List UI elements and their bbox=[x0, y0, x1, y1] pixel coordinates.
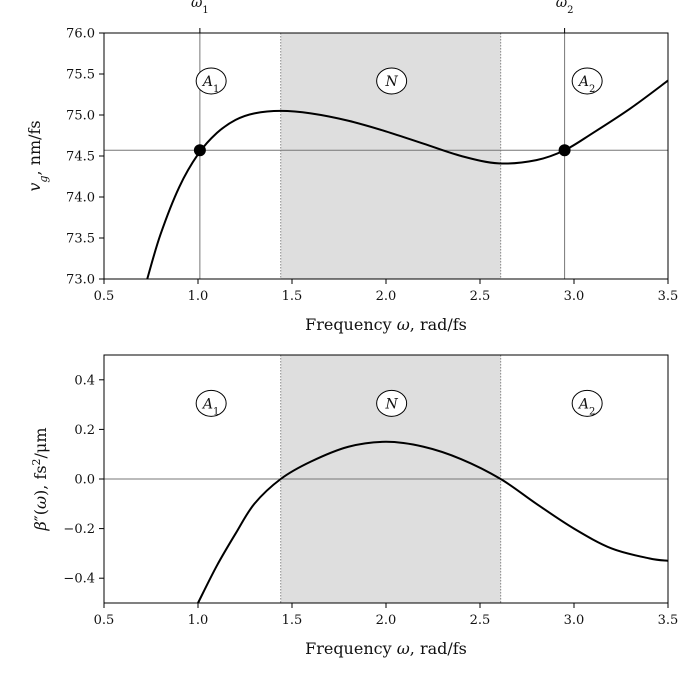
panel-1-xtick-label: 2.5 bbox=[470, 289, 491, 304]
panel-1-ytick-label: 75.5 bbox=[66, 68, 95, 83]
panel-1-xtick-label: 3.5 bbox=[658, 289, 679, 304]
panel-2-xtick-label: 3.5 bbox=[658, 613, 679, 628]
intersection-point-2 bbox=[558, 144, 571, 157]
panel-1-ytick-label: 73.0 bbox=[66, 273, 95, 288]
panel-1-ytick-label: 74.5 bbox=[66, 150, 95, 165]
omega-label-1: ω1 bbox=[191, 0, 209, 16]
region-label-a2: A2 bbox=[577, 396, 596, 417]
region-badge-a1 bbox=[195, 389, 227, 417]
panel-2-ytick-label: −0.4 bbox=[63, 572, 95, 587]
panel-1-xtick-label: 3.0 bbox=[564, 289, 585, 304]
panel-1-xtick-label: 0.5 bbox=[94, 289, 115, 304]
omega-label-2: ω2 bbox=[556, 0, 574, 16]
panel-1-xtick-label: 1.5 bbox=[282, 289, 303, 304]
panel-1-ytick-label: 74.0 bbox=[66, 191, 95, 206]
panel-1: ω1 ω2 A1 N A2 0.5 1.0 1.5 2.0 2.5 3.0 3.5 73.0 73.5 74… bbox=[66, 0, 678, 304]
panel-2-xtick-label: 3.0 bbox=[564, 613, 585, 628]
region-label-a1: A1 bbox=[201, 396, 220, 417]
region-badge-a1 bbox=[195, 67, 227, 95]
region-label-n: N bbox=[385, 74, 399, 90]
panel-1-xtick-label: 1.0 bbox=[188, 289, 209, 304]
panel-2-y-axis-label: β″(ω), fs2/μm bbox=[30, 427, 51, 531]
panel-2-xtick-label: 2.0 bbox=[376, 613, 397, 628]
panel-2-ytick-label: −0.2 bbox=[63, 522, 95, 537]
panel-1-ytick-label: 76.0 bbox=[66, 27, 95, 42]
panel-2-xtick-label: 2.5 bbox=[470, 613, 491, 628]
panel-1-ytick-label: 73.5 bbox=[66, 232, 95, 247]
region-badge-n bbox=[376, 389, 408, 417]
panel-1-ytick-label: 75.0 bbox=[66, 109, 95, 124]
panel-2-xtick-label: 0.5 bbox=[94, 613, 115, 628]
panel-1-y-axis-label: vg, nm/fs bbox=[25, 120, 50, 191]
panel-2-x-axis-label: Frequency ω, rad/fs bbox=[305, 639, 467, 658]
panel-2-curve-1 bbox=[197, 440, 668, 603]
panel-2-ytick-label: 0.0 bbox=[74, 473, 95, 488]
intersection-point-1 bbox=[193, 144, 206, 157]
region-badge-a2 bbox=[571, 67, 603, 95]
panel-2: A1 N A2 0.5 1.0 1.5 2.0 2.5 3.0 3.5 −0.4 −0.2 0.0 0.2… bbox=[63, 354, 679, 628]
region-label-n: N bbox=[385, 396, 399, 412]
panel-2-xtick-label: 1.0 bbox=[188, 613, 209, 628]
panel-2-ytick-label: 0.4 bbox=[74, 373, 95, 388]
panel-2-xtick-label: 1.5 bbox=[282, 613, 303, 628]
panel-1-xtick-label: 2.0 bbox=[376, 289, 397, 304]
region-label-a1: A1 bbox=[201, 74, 220, 95]
region-badge-a2 bbox=[571, 389, 603, 417]
region-badge-n bbox=[376, 67, 408, 95]
panel-1-x-axis-label: Frequency ω, rad/fs bbox=[305, 315, 467, 334]
panel-2-ytick-label: 0.2 bbox=[74, 423, 95, 438]
region-label-a2: A2 bbox=[577, 74, 596, 95]
